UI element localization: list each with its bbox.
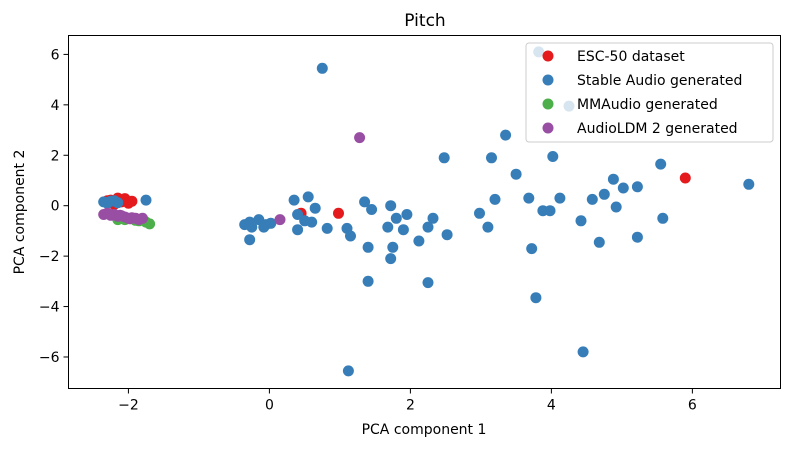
legend-label-stable-audio: Stable Audio generated xyxy=(577,73,742,89)
data-point-series-1-61 xyxy=(593,236,605,248)
data-point-series-1-70 xyxy=(743,178,755,190)
legend: ESC-50 dataset Stable Audio generated MM… xyxy=(525,42,774,143)
chart-title: Pitch xyxy=(404,11,445,31)
x-tick-label: 2 xyxy=(406,398,415,414)
data-point-series-1-13 xyxy=(244,234,256,246)
data-point-series-1-67 xyxy=(631,231,643,243)
data-point-series-1-14 xyxy=(288,194,300,206)
x-tick-label: 4 xyxy=(547,398,556,414)
data-point-series-1-46 xyxy=(489,193,501,205)
y-tick-label: 2 xyxy=(51,148,60,164)
data-point-series-1-42 xyxy=(441,229,453,241)
data-point-series-1-64 xyxy=(610,201,622,213)
data-point-series-0-9 xyxy=(333,207,344,219)
y-tick-label: −2 xyxy=(39,249,60,265)
data-point-series-1-4 xyxy=(101,197,113,209)
data-point-series-1-35 xyxy=(397,224,409,236)
data-point-series-3-12 xyxy=(103,208,115,220)
data-point-series-1-40 xyxy=(422,277,434,289)
legend-label-esc50: ESC-50 dataset xyxy=(577,49,685,65)
data-point-series-1-31 xyxy=(385,200,397,212)
data-point-series-3-15 xyxy=(274,214,286,226)
data-point-series-1-50 xyxy=(526,243,538,255)
data-point-series-1-44 xyxy=(482,221,494,233)
data-point-series-1-60 xyxy=(586,193,598,205)
data-point-series-1-3 xyxy=(140,194,152,206)
data-point-series-1-38 xyxy=(422,221,434,233)
data-point-series-1-66 xyxy=(631,181,643,193)
data-point-series-1-62 xyxy=(598,188,610,200)
data-point-series-0-10 xyxy=(679,172,691,184)
data-point-series-1-12 xyxy=(265,217,277,229)
x-axis-ticks: −2 0 2 4 6 xyxy=(118,388,697,414)
data-point-series-1-32 xyxy=(385,253,397,265)
legend-label-audioldm2: AudioLDM 2 generated xyxy=(577,121,738,137)
data-point-series-1-16 xyxy=(292,224,304,236)
data-point-series-1-29 xyxy=(342,365,354,377)
data-point-series-1-68 xyxy=(655,158,667,170)
data-point-series-3-13 xyxy=(114,209,126,221)
data-point-series-1-34 xyxy=(390,212,402,224)
x-tick-label: −2 xyxy=(118,398,139,414)
plot-frame xyxy=(68,35,781,389)
y-tick-label: 0 xyxy=(51,199,60,215)
y-tick-label: −4 xyxy=(39,300,60,316)
legend-marker-mmaudio xyxy=(542,98,554,110)
data-point-series-3-14 xyxy=(124,213,136,225)
data-point-series-1-28 xyxy=(362,275,374,287)
data-point-series-3-11 xyxy=(137,212,148,224)
data-point-series-1-63 xyxy=(607,173,619,185)
data-point-series-1-39 xyxy=(427,212,439,224)
data-point-series-1-36 xyxy=(401,209,413,220)
data-point-series-1-24 xyxy=(345,230,356,242)
data-point-series-1-30 xyxy=(382,221,394,233)
data-point-series-1-69 xyxy=(657,212,669,224)
x-axis-label: PCA component 1 xyxy=(362,422,487,438)
x-tick-label: 0 xyxy=(265,398,274,414)
plot-points xyxy=(98,46,755,377)
legend-frame xyxy=(525,42,774,143)
y-axis-ticks: −6 −4 −2 0 2 4 6 xyxy=(39,47,69,366)
data-point-series-1-15 xyxy=(292,209,304,220)
data-point-series-1-20 xyxy=(309,202,321,214)
data-point-series-1-21 xyxy=(316,62,328,74)
data-point-series-1-33 xyxy=(387,241,399,253)
x-tick-label: 6 xyxy=(688,398,697,414)
data-point-series-1-41 xyxy=(438,152,450,164)
data-point-series-3-16 xyxy=(354,132,366,144)
data-point-series-1-37 xyxy=(413,235,425,247)
data-point-series-1-45 xyxy=(486,152,497,164)
y-tick-label: 4 xyxy=(51,98,60,114)
data-point-series-1-8 xyxy=(246,221,258,233)
data-point-series-1-59 xyxy=(577,346,589,358)
data-point-series-1-5 xyxy=(112,197,124,209)
data-point-series-1-47 xyxy=(500,129,512,141)
data-point-series-1-54 xyxy=(544,205,556,217)
data-point-series-1-22 xyxy=(321,222,333,234)
data-point-series-1-58 xyxy=(575,215,587,227)
data-point-series-1-25 xyxy=(359,196,371,208)
data-point-series-1-55 xyxy=(547,151,559,162)
data-point-series-1-51 xyxy=(530,292,542,304)
series-3-points xyxy=(98,132,366,226)
data-point-series-1-49 xyxy=(523,192,535,204)
legend-marker-audioldm2 xyxy=(542,122,554,134)
data-point-series-1-56 xyxy=(554,192,566,204)
y-tick-label: −6 xyxy=(39,350,60,366)
legend-marker-esc50 xyxy=(542,50,554,62)
data-point-series-1-43 xyxy=(474,207,485,219)
legend-label-mmaudio: MMAudio generated xyxy=(577,97,718,113)
data-point-series-1-26 xyxy=(362,241,374,253)
data-point-series-1-65 xyxy=(617,182,629,194)
y-axis-label: PCA component 2 xyxy=(12,150,28,275)
data-point-series-1-19 xyxy=(306,216,318,228)
data-point-series-1-48 xyxy=(510,168,522,180)
legend-marker-stable-audio xyxy=(542,74,554,86)
data-point-series-1-18 xyxy=(302,191,314,203)
y-tick-label: 6 xyxy=(51,47,60,63)
series-1-points xyxy=(98,46,755,377)
data-point-series-1-27 xyxy=(366,204,378,215)
